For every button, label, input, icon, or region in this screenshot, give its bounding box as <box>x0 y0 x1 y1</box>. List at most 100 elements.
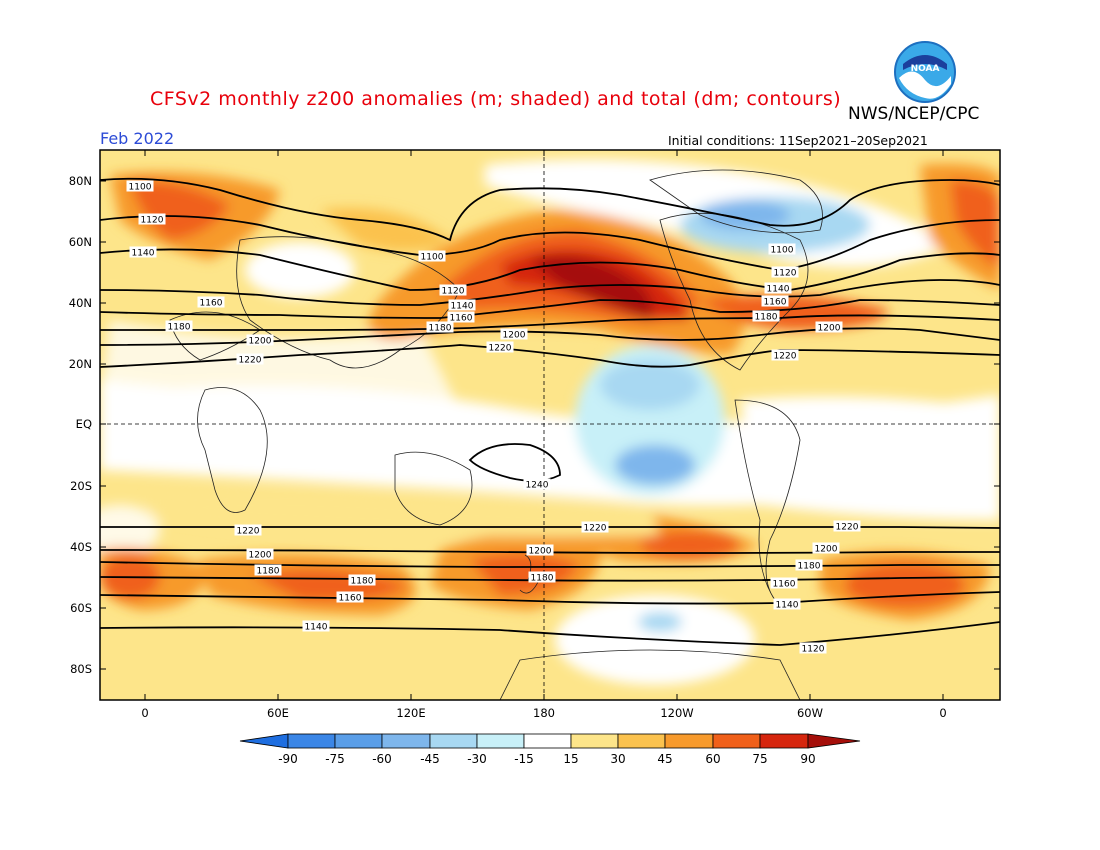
contour-label-bg <box>486 341 514 353</box>
contour-label-bg <box>771 349 799 361</box>
contour-label-bg <box>773 598 801 610</box>
lon-label: 120W <box>660 706 693 720</box>
colorbar: -90 -75 -60 -45 -30 -15 15 30 45 60 75 90 <box>239 733 861 766</box>
colorbar-swatch <box>570 733 619 749</box>
lon-label: 0 <box>939 706 946 720</box>
colorbar-swatch <box>287 733 336 749</box>
contour-label-bg <box>348 574 376 586</box>
contour-label-bg <box>526 544 554 556</box>
contour-label: 1180 <box>168 322 191 332</box>
contour-label: 1220 <box>239 355 262 365</box>
colorbar-label: -15 <box>514 752 534 766</box>
chart-title: CFSv2 monthly z200 anomalies (m; shaded)… <box>150 88 842 110</box>
contour-label-bg <box>752 310 780 322</box>
initial-conditions: Initial conditions: 11Sep2021–20Sep2021 <box>668 133 928 148</box>
contour-label-bg <box>812 542 840 554</box>
colorbar-swatch <box>712 733 761 749</box>
contour-label-bg <box>129 246 157 258</box>
lat-label: 60N <box>69 235 92 249</box>
colorbar-label: 75 <box>752 752 767 766</box>
contour-label: 1180 <box>798 561 821 571</box>
contour-label-bg <box>234 524 262 536</box>
colorbar-label: -45 <box>420 752 440 766</box>
colorbar-label: 30 <box>610 752 625 766</box>
contour-label-bg <box>448 299 476 311</box>
contour-label: 1180 <box>755 312 778 322</box>
contour-label: 1160 <box>773 579 796 589</box>
contour-label: 1120 <box>802 644 825 654</box>
noaa-logo-text: NOAA <box>911 64 940 74</box>
contour-label-bg <box>770 577 798 589</box>
map-frame <box>99 149 1001 701</box>
contour-label: 1120 <box>141 215 164 225</box>
contour-label-bg <box>246 548 274 560</box>
lat-label: 20N <box>69 357 92 371</box>
lat-label: 60S <box>70 601 92 615</box>
organization-label: NWS/NCEP/CPC <box>848 104 980 124</box>
contour-label-bg <box>126 180 154 192</box>
contour-label: 1140 <box>767 284 790 294</box>
colorbar-label: 60 <box>705 752 720 766</box>
lon-label: 120E <box>396 706 425 720</box>
contour-label-bg <box>254 564 282 576</box>
contour-label: 1140 <box>451 301 474 311</box>
colorbar-label: 90 <box>800 752 815 766</box>
contour-label-bg <box>761 295 789 307</box>
contour-label-bg <box>768 243 796 255</box>
contour-label: 1200 <box>818 323 841 333</box>
colorbar-swatch <box>334 733 383 749</box>
contour-label: 1100 <box>771 245 794 255</box>
contour-label-bg <box>528 571 556 583</box>
forecast-month: Feb 2022 <box>100 129 175 148</box>
contour-label-bg <box>523 478 551 490</box>
contour-label-bg <box>336 591 364 603</box>
colorbar-swatch <box>381 733 431 749</box>
contour-label-bg <box>500 328 528 340</box>
lat-label: 40S <box>70 540 92 554</box>
colorbar-label: 45 <box>657 752 672 766</box>
contour-label-bg <box>426 321 454 333</box>
contour-label: 1140 <box>305 622 328 632</box>
contour-label: 1120 <box>774 268 797 278</box>
colorbar-label: -30 <box>467 752 487 766</box>
contour-label: 1220 <box>836 522 859 532</box>
contour-label: 1120 <box>442 286 465 296</box>
lat-label: 40N <box>69 296 92 310</box>
lat-label: 80N <box>69 174 92 188</box>
contour-label-bg <box>302 620 330 632</box>
colorbar-swatch <box>523 733 572 749</box>
lon-label: 0 <box>141 706 148 720</box>
lat-label: 20S <box>70 479 92 493</box>
lat-label: EQ <box>76 417 92 431</box>
grid-lines <box>100 150 1000 700</box>
lon-label: 60E <box>267 706 289 720</box>
colorbar-label: 15 <box>563 752 578 766</box>
coastlines <box>169 169 823 700</box>
contour-label-bg <box>795 559 823 571</box>
contour-label-bg <box>764 282 792 294</box>
contour-label-bg <box>418 250 446 262</box>
lon-label: 60W <box>797 706 823 720</box>
colorbar-label: -90 <box>278 752 298 766</box>
colorbar-swatch <box>476 733 525 749</box>
anomaly-shading <box>100 150 1000 700</box>
contour-label: 1180 <box>257 566 280 576</box>
contour-label: 1200 <box>503 330 526 340</box>
colorbar-swatch <box>664 733 714 749</box>
lon-label: 180 <box>533 706 555 720</box>
contour-label: 1240 <box>526 480 549 490</box>
contour-label-bg <box>799 642 827 654</box>
colorbar-arrow-right <box>807 733 861 749</box>
colorbar-arrow-left <box>239 733 289 749</box>
lat-label: 80S <box>70 662 92 676</box>
contour-label: 1180 <box>531 573 554 583</box>
contour-label: 1140 <box>776 600 799 610</box>
contour-label-bg <box>236 353 264 365</box>
colorbar-swatch <box>429 733 478 749</box>
contour-label-bg <box>447 311 475 323</box>
height-contours <box>100 177 1000 646</box>
contour-label-bg <box>833 520 861 532</box>
contour-label: 1220 <box>237 526 260 536</box>
contour-label: 1160 <box>339 593 362 603</box>
